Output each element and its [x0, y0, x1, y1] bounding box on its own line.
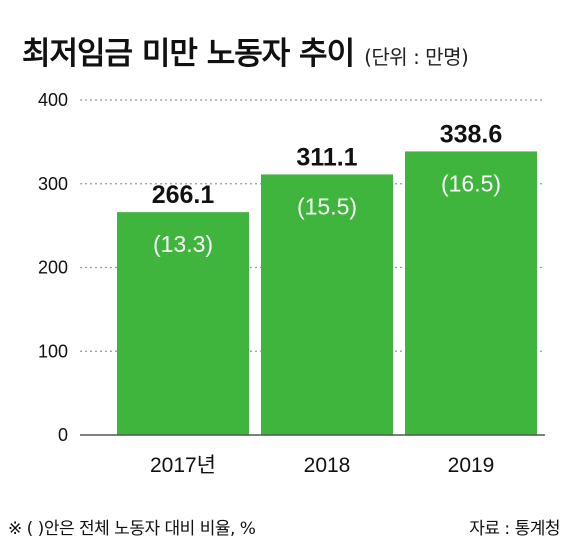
- y-tick-label: 200: [38, 258, 68, 278]
- bar: [261, 174, 393, 436]
- y-tick-label: 0: [58, 425, 68, 445]
- bar-chart: 0 100 200 300 400 266.1 (13.3) 2017년 311.1 (15.5)…: [38, 90, 545, 477]
- x-tick-label: 2018: [304, 454, 351, 477]
- footnote: ※ ( )안은 전체 노동자 대비 비율, %: [8, 519, 256, 539]
- y-tick-label: 400: [38, 90, 68, 110]
- chart-unit-label: (단위 : 만명): [364, 45, 469, 69]
- bar: [405, 151, 537, 436]
- ratio-label: (15.5): [297, 193, 357, 219]
- ratio-label: (13.3): [153, 231, 213, 257]
- x-tick-label: 2019: [448, 454, 495, 477]
- y-tick-label: 100: [38, 341, 68, 361]
- chart-title: 최저임금 미만 노동자 추이: [22, 36, 355, 72]
- bar: [117, 212, 249, 435]
- value-label: 311.1: [296, 143, 357, 171]
- value-label: 266.1: [152, 181, 215, 209]
- y-tick-label: 300: [38, 174, 68, 194]
- x-tick-label: 2017년: [150, 454, 216, 477]
- source-note: 자료 : 통계청: [469, 519, 560, 539]
- chart-title-row: 최저임금 미만 노동자 추이 (단위 : 만명): [22, 28, 469, 73]
- value-label: 338.6: [440, 120, 503, 148]
- ratio-label: (16.5): [441, 170, 501, 196]
